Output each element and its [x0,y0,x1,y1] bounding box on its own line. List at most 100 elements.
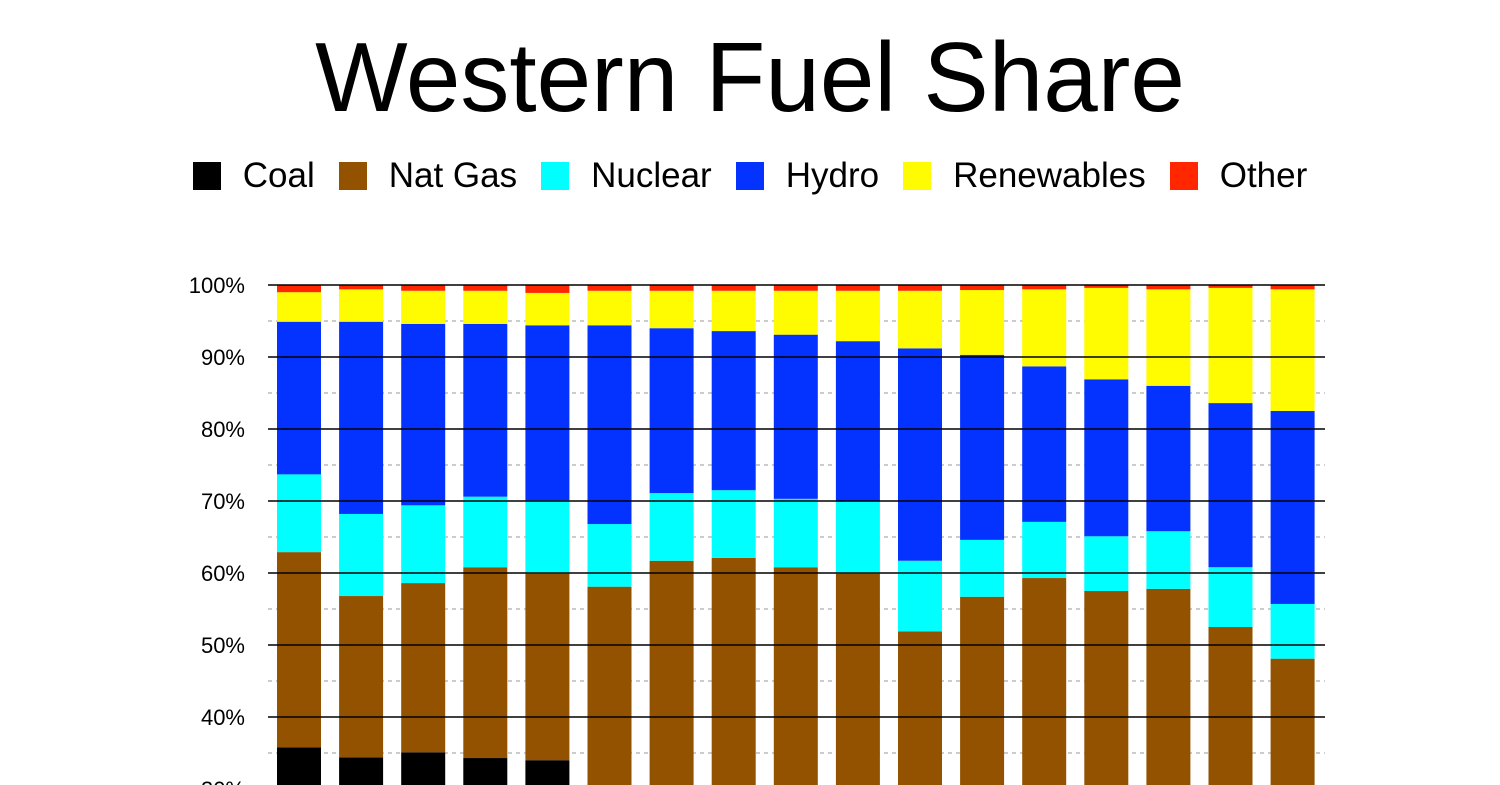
bar-nat-gas-6 [587,586,632,785]
bar-nuclear-9 [773,498,818,568]
bar-other-16 [1208,285,1253,288]
bar-coal-2 [339,757,384,785]
bar-other-9 [773,285,818,291]
legend-swatch [903,162,932,190]
y-tick-label: 100% [189,273,245,298]
bar-renewables-11 [898,290,942,349]
bar-hydro-11 [898,348,942,561]
bar-nat-gas-17 [1270,658,1315,785]
bar-other-4 [463,285,508,291]
legend-label: Other [1219,156,1308,195]
bar-nuclear-3 [401,505,446,584]
bar-nuclear-5 [525,500,570,574]
bar-nat-gas-14 [1084,591,1129,785]
legend-swatch [192,162,221,190]
bar-nat-gas-12 [960,596,1005,785]
bar-hydro-2 [339,321,384,514]
bar-other-2 [339,285,384,290]
bar-nuclear-17 [1270,603,1315,659]
bar-renewables-14 [1084,287,1129,380]
bar-hydro-1 [277,321,321,475]
bar-other-15 [1146,285,1191,290]
bar-nuclear-14 [1084,536,1129,591]
bar-nuclear-1 [277,474,321,553]
legend-label: Coal [242,156,315,195]
bar-nat-gas-16 [1208,627,1253,785]
bar-renewables-7 [649,290,694,329]
bar-coal-4 [463,758,508,785]
legend-item-coal: Coal [192,156,315,196]
bar-hydro-8 [711,331,756,491]
bar-nuclear-2 [339,513,384,597]
bar-hydro-4 [463,323,508,497]
bar-nuclear-13 [1022,521,1067,579]
bar-renewables-12 [960,290,1005,355]
bar-nuclear-4 [463,496,508,568]
bar-other-8 [711,285,756,291]
bar-nuclear-16 [1208,567,1253,627]
legend-label: Nat Gas [388,156,518,195]
legend-label: Renewables [953,156,1146,195]
bar-nat-gas-10 [835,573,880,785]
legend-swatch [1169,162,1198,190]
bar-renewables-2 [339,289,384,322]
bar-other-1 [277,285,321,293]
legend-swatch [541,162,570,190]
bar-renewables-4 [463,290,508,324]
bar-hydro-13 [1022,366,1067,522]
bar-renewables-5 [525,292,570,326]
bar-coal-3 [401,752,446,785]
chart-title: Western Fuel Share [315,22,1185,132]
bar-hydro-10 [835,341,880,502]
y-tick-label: 40% [201,705,245,730]
bar-other-14 [1084,285,1129,288]
bar-other-3 [401,285,446,291]
bar-hydro-14 [1084,379,1129,537]
bar-renewables-17 [1270,289,1315,411]
bar-hydro-15 [1146,385,1191,532]
bar-renewables-3 [401,290,446,324]
bar-other-5 [525,285,570,293]
y-tick-label: 90% [201,345,245,370]
bar-other-7 [649,285,694,291]
bar-hydro-6 [587,325,632,525]
bar-renewables-15 [1146,289,1191,386]
bar-renewables-6 [587,290,632,326]
bar-hydro-7 [649,328,694,494]
bar-renewables-16 [1208,287,1253,404]
legend-swatch [735,162,764,190]
bar-hydro-3 [401,323,446,506]
bar-nat-gas-9 [773,567,818,785]
bar-hydro-5 [525,325,570,501]
legend-label: Nuclear [591,156,712,195]
bar-nat-gas-8 [711,557,756,785]
y-tick-label: 30% [201,777,245,785]
bar-nat-gas-7 [649,560,694,785]
bar-renewables-1 [277,292,321,322]
bar-nat-gas-5 [525,573,570,761]
legend-item-nat-gas: Nat Gas [338,156,518,196]
bar-nuclear-12 [960,539,1005,597]
bar-nat-gas-4 [463,567,508,759]
bar-nuclear-6 [587,524,632,587]
legend-swatch [338,162,367,190]
bar-hydro-17 [1270,411,1315,604]
bar-nat-gas-11 [898,631,942,785]
legend-item-nuclear: Nuclear [541,156,712,196]
bar-other-10 [835,285,880,291]
bar-other-6 [587,285,632,291]
bar-renewables-10 [835,290,880,342]
legend-item-other: Other [1169,156,1308,196]
bar-other-12 [960,285,1005,291]
y-tick-label: 50% [201,633,245,658]
bar-hydro-16 [1208,403,1253,568]
y-tick-label: 80% [201,417,245,442]
bar-nuclear-15 [1146,531,1191,589]
bar-other-11 [898,285,942,291]
bar-other-17 [1270,285,1315,290]
legend-item-hydro: Hydro [735,156,879,196]
y-tick-label: 70% [201,489,245,514]
bar-renewables-8 [711,290,756,332]
bar-hydro-9 [773,334,818,499]
